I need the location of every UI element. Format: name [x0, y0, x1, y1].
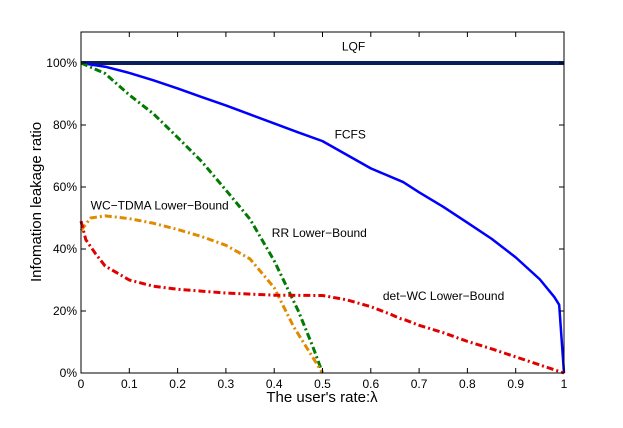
y-tick-label: 60%: [53, 180, 77, 194]
x-tick-label: 0.9: [507, 377, 524, 391]
annotation-rr-lower-bound: RR Lower−Bound: [272, 226, 367, 240]
series-line-det-wc-lower-bound: [79, 220, 565, 375]
series-line-fcfs: [80, 61, 566, 374]
x-tick-label: 0.2: [169, 377, 186, 391]
y-tick-label: 100%: [46, 56, 77, 70]
y-tick-label: 80%: [53, 118, 77, 132]
x-tick-label: 0.7: [411, 377, 428, 391]
x-tick-label: 0.6: [362, 377, 379, 391]
plot-background: [81, 32, 564, 373]
x-axis-label-text: The user's rate:: [266, 389, 370, 406]
series-line-wc-tdma-lower-bound: [79, 214, 324, 374]
x-tick-label: 0.3: [218, 377, 235, 391]
annotation-layer: LQF FCFS WC−TDMA Lower−Bound RR Lower−Bound…: [91, 40, 505, 304]
x-tick-label: 0.1: [121, 377, 138, 391]
x-tick-label: 1: [561, 377, 568, 391]
annotation-fcfs: FCFS: [335, 128, 366, 142]
y-tick-label: 20%: [53, 304, 77, 318]
x-axis-label: The user's rate:λ: [266, 389, 378, 406]
x-tick-label: 0.5: [314, 377, 331, 391]
annotation-det-wc-lower-bound: det−WC Lower−Bound: [383, 289, 504, 303]
ticks-layer: 0 0.1 0.2 0.3 0.4 0.5 0.6 0.7 0.8 0.9 1 0% 20% 40% 60%…: [46, 32, 568, 391]
x-axis-label-symbol: λ: [370, 389, 378, 406]
series-line-rr-lower-bound: [80, 61, 324, 374]
annotation-wc-tdma-lower-bound: WC−TDMA Lower−Bound: [91, 198, 229, 212]
x-tick-label: 0.4: [266, 377, 283, 391]
x-tick-label: 0: [78, 377, 85, 391]
series-layer: [79, 61, 566, 375]
y-axis-label: Infomation leakage ratio: [28, 122, 45, 282]
x-tick-label: 0.8: [459, 377, 476, 391]
annotation-lqf: LQF: [342, 40, 365, 54]
y-tick-label: 40%: [53, 242, 77, 256]
y-tick-label: 0%: [60, 366, 78, 380]
